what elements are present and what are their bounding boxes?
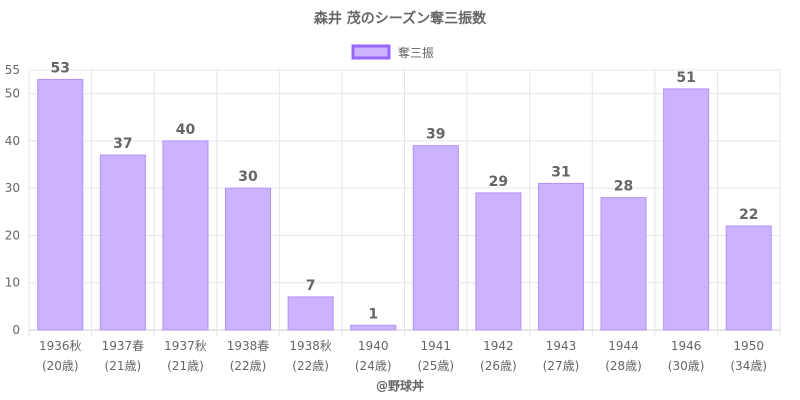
x-tick-sublabel: (25歳) — [417, 359, 454, 373]
data-label: 30 — [238, 169, 258, 185]
legend-swatch — [351, 44, 391, 60]
x-tick-label: 1944 — [608, 339, 639, 353]
data-label: 22 — [739, 207, 758, 223]
legend-label: 奪三振 — [398, 45, 434, 60]
bar — [162, 140, 209, 331]
x-tick-label: 1937秋 — [164, 339, 207, 353]
bar — [287, 296, 334, 331]
data-label: 53 — [51, 60, 70, 76]
data-label: 28 — [614, 179, 633, 195]
bar — [350, 324, 397, 331]
bar — [475, 192, 522, 331]
y-axis: 0 10 20 30 40 50 55 — [5, 63, 20, 337]
bar — [663, 88, 710, 331]
data-label: 40 — [176, 122, 196, 138]
y-tick-label: 50 — [5, 87, 20, 101]
bar — [412, 145, 459, 331]
x-tick-sublabel: (20歳) — [42, 359, 79, 373]
x-tick-label: 1941 — [421, 339, 452, 353]
bar — [725, 225, 772, 331]
bar — [99, 154, 146, 331]
x-tick-sublabel: (21歳) — [167, 359, 204, 373]
x-tick-sublabel: (28歳) — [605, 359, 642, 373]
x-tick-sublabel: (34歳) — [730, 359, 767, 373]
x-tick-label: 1938秋 — [289, 339, 332, 353]
x-tick-label: 1950 — [733, 339, 764, 353]
x-tick-sublabel: (30歳) — [668, 359, 705, 373]
x-tick-label: 1940 — [358, 339, 389, 353]
data-label: 7 — [306, 278, 316, 294]
x-tick-label: 1938春 — [227, 339, 270, 353]
x-tick-label: 1943 — [546, 339, 577, 353]
x-tick-sublabel: (22歳) — [292, 359, 329, 373]
data-label: 51 — [676, 70, 695, 86]
x-tick-sublabel: (27歳) — [543, 359, 580, 373]
bar — [225, 187, 272, 331]
bar — [600, 197, 647, 331]
legend: 奪三振 — [351, 44, 434, 60]
grid — [28, 69, 781, 336]
chart-title: 森井 茂のシーズン奪三振数 — [314, 10, 487, 27]
x-tick-sublabel: (21歳) — [105, 359, 142, 373]
data-labels: 53 37 40 30 7 1 39 29 31 28 51 22 — [51, 60, 759, 322]
x-tick-sublabel: (26歳) — [480, 359, 517, 373]
data-label: 31 — [551, 164, 570, 180]
y-tick-label: 0 — [12, 323, 20, 337]
y-tick-label: 40 — [5, 134, 20, 148]
bar — [37, 78, 84, 331]
credit-label: @野球丼 — [376, 378, 424, 393]
data-label: 39 — [426, 127, 445, 143]
x-tick-label: 1937春 — [102, 339, 145, 353]
x-axis: 1936秋 (20歳) 1937春 (21歳) 1937秋 (21歳) 1938春 (22歳)… — [39, 339, 767, 373]
y-tick-label: 20 — [5, 228, 20, 242]
x-tick-sublabel: (22歳) — [230, 359, 267, 373]
data-label: 1 — [368, 306, 378, 322]
x-tick-label: 1936秋 — [39, 339, 82, 353]
bar — [537, 182, 584, 331]
y-tick-label: 30 — [5, 181, 20, 195]
data-label: 29 — [489, 174, 508, 190]
y-tick-label: 10 — [5, 276, 20, 290]
y-tick-label: 55 — [5, 63, 20, 77]
x-tick-label: 1942 — [483, 339, 514, 353]
x-tick-label: 1946 — [671, 339, 702, 353]
bars — [37, 78, 772, 331]
x-tick-sublabel: (24歳) — [355, 359, 392, 373]
data-label: 37 — [113, 136, 132, 152]
